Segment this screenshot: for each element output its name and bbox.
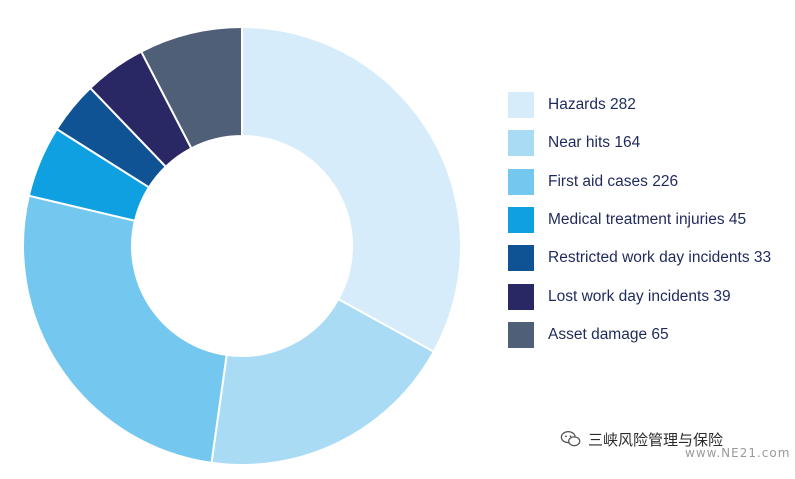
legend-item: Medical treatment injuries 45 xyxy=(508,201,771,239)
legend-label: Medical treatment injuries 45 xyxy=(548,211,747,229)
legend-label: Restricted work day incidents 33 xyxy=(548,249,772,267)
donut-slice-hazards xyxy=(241,25,462,354)
legend-item: Asset damage 65 xyxy=(508,316,771,354)
legend-swatch xyxy=(508,321,534,348)
legend-swatch xyxy=(508,168,534,195)
legend-swatch xyxy=(508,92,534,119)
legend-item: Restricted work day incidents 33 xyxy=(508,239,771,277)
legend-swatch xyxy=(508,283,534,310)
legend-swatch xyxy=(508,245,534,272)
watermark-text: 三峡风险管理与保险 xyxy=(588,430,724,449)
donut-slice-near-hits xyxy=(210,297,436,466)
chart-legend: Hazards 282 Near hits 164 First aid case… xyxy=(508,86,771,354)
legend-swatch xyxy=(508,207,534,234)
legend-label: Near hits 164 xyxy=(548,134,641,152)
legend-item: Near hits 164 xyxy=(508,124,771,162)
legend-label: Lost work day incidents 39 xyxy=(548,287,731,305)
watermark-subtext: www.NE21.com xyxy=(685,446,791,460)
wechat-icon xyxy=(560,431,581,447)
legend-item: First aid cases 226 xyxy=(508,163,771,201)
donut-slice-asset-damage xyxy=(139,25,243,150)
legend-item: Lost work day incidents 39 xyxy=(508,277,771,315)
legend-label: First aid cases 226 xyxy=(548,172,679,190)
donut-slice-first-aid-cases xyxy=(22,194,228,464)
legend-label: Asset damage 65 xyxy=(548,325,669,343)
legend-swatch xyxy=(508,130,534,157)
legend-label: Hazards 282 xyxy=(548,96,636,114)
donut-chart xyxy=(22,25,462,466)
watermark: 三峡风险管理与保险 www.NE21.com xyxy=(560,428,789,460)
legend-item: Hazards 282 xyxy=(508,86,771,124)
